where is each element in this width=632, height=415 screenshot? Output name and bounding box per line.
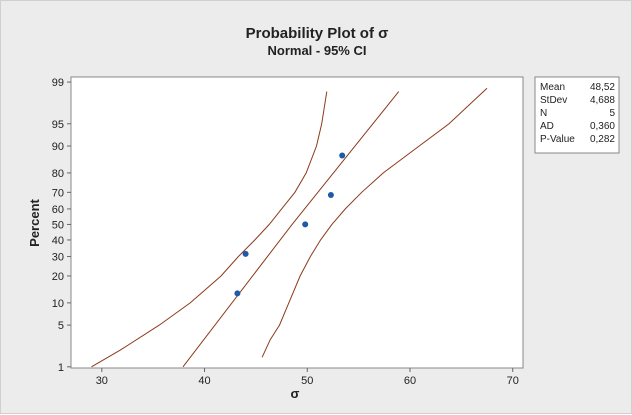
stat-value: 0,360 [590, 121, 615, 132]
x-tick-label: 50 [301, 375, 313, 387]
stat-value: 48,52 [590, 82, 615, 93]
x-axis-label: σ [291, 386, 300, 401]
stat-label: AD [540, 121, 554, 132]
stat-label: P-Value [540, 134, 575, 145]
data-point [234, 290, 241, 297]
y-tick-label: 20 [52, 271, 64, 283]
x-tick-label: 40 [198, 375, 210, 387]
y-tick-label: 90 [52, 141, 64, 153]
stat-value: 0,282 [590, 134, 615, 145]
fit-line [182, 91, 400, 368]
ci-upper-line [261, 87, 488, 358]
x-axis: 30 40 50 60 70 [96, 368, 519, 387]
chart-title: Probability Plot of σ [246, 25, 389, 42]
data-point [242, 250, 249, 257]
stat-label: Mean [540, 82, 565, 93]
y-tick-label: 60 [52, 204, 64, 216]
y-tick-label: 5 [58, 320, 64, 332]
y-tick-label: 40 [52, 235, 64, 247]
y-tick-label: 95 [52, 119, 64, 131]
ci-lower-line [91, 91, 328, 368]
y-tick-label: 99 [52, 77, 64, 89]
plot-area [70, 76, 524, 369]
y-tick-label: 30 [52, 252, 64, 264]
stat-value: 5 [609, 108, 615, 119]
stat-label: N [540, 108, 547, 119]
stats-box: Mean 48,52 StDev 4,688 N 5 AD 0,360 P-Value 0,282 [534, 76, 620, 154]
stat-value: 4,688 [590, 95, 615, 106]
y-tick-label: 1 [58, 362, 64, 374]
stat-label: StDev [540, 95, 567, 106]
y-axis: 1 5 10 20 30 40 50 60 70 80 90 95 99 [52, 77, 71, 374]
data-point [302, 221, 309, 228]
y-tick-label: 70 [52, 187, 64, 199]
x-tick-label: 30 [96, 375, 108, 387]
data-point [339, 152, 346, 159]
x-tick-label: 60 [404, 375, 416, 387]
y-tick-label: 80 [52, 168, 64, 180]
x-tick-label: 70 [507, 375, 519, 387]
data-point [327, 192, 334, 198]
chart-subtitle: Normal - 95% CI [268, 43, 367, 58]
y-tick-label: 10 [52, 298, 64, 310]
y-tick-label: 50 [52, 219, 64, 231]
stats-box-border [534, 76, 620, 154]
y-axis-label: Percent [27, 198, 42, 246]
